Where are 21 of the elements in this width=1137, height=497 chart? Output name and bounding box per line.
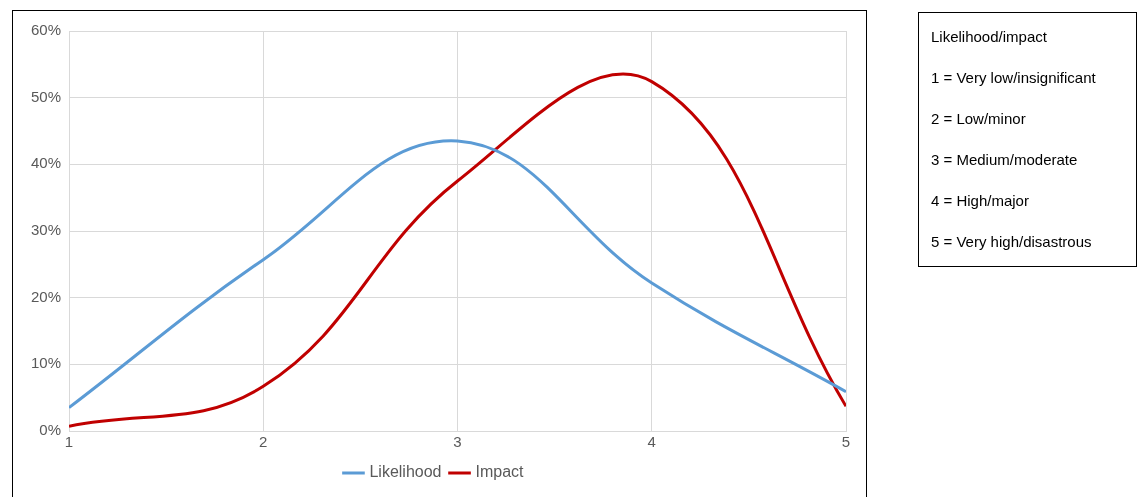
text: 4 = High/major: [931, 191, 1030, 211]
x-tick-label: 2: [259, 433, 268, 451]
text: 1 = Very low/insignificant: [931, 68, 1097, 88]
y-tick-label: 10%: [30, 354, 62, 372]
y-tick-label: 50%: [30, 87, 62, 105]
x-tick-label: 5: [841, 433, 851, 451]
legend-label: Likelihood: [369, 463, 442, 481]
x-tick-label: 4: [647, 433, 656, 451]
y-tick-label: 40%: [30, 154, 62, 172]
line-series: [69, 139, 846, 410]
y-tick-label: 0%: [39, 421, 62, 439]
y-tick-label: 30%: [30, 221, 62, 239]
text: 2 = Low/minor: [931, 109, 1027, 129]
text: Likelihood/impact: [931, 27, 1048, 47]
legend-label: Impact: [475, 463, 525, 481]
x-tick-label: 3: [453, 433, 462, 451]
text: 5 = Very high/disastrous: [931, 232, 1093, 252]
y-tick-label: 20%: [30, 287, 62, 305]
y-tick-label: 60%: [30, 21, 62, 39]
text: 3 = Medium/moderate: [931, 150, 1079, 170]
x-tick-label: 1: [64, 433, 74, 451]
